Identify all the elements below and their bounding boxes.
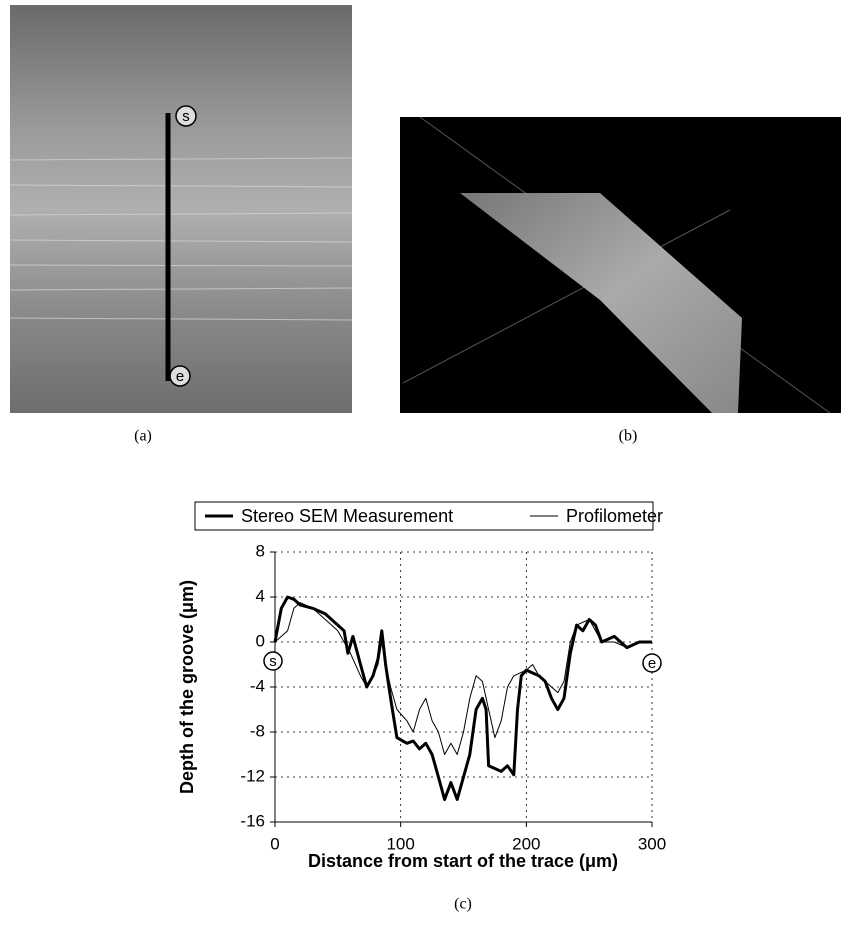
start-marker: s [182, 108, 190, 125]
y-tick-label: -12 [240, 766, 265, 785]
x-tick-label: 0 [270, 834, 279, 853]
panel-label: (a) [134, 428, 152, 445]
y-tick-label: -8 [250, 721, 265, 740]
end-marker: e [176, 368, 184, 385]
y-tick-label: 8 [256, 541, 265, 560]
y-tick-label: 4 [256, 586, 265, 605]
panel-label: (c) [454, 896, 472, 913]
legend-label: Stereo SEM Measurement [241, 506, 453, 526]
legend-label: Profilometer [566, 506, 663, 526]
series-line [275, 597, 652, 800]
y-axis-title: Depth of the groove (μm) [177, 580, 197, 794]
start-marker: s [269, 653, 277, 670]
y-tick-label: -4 [250, 676, 265, 695]
y-tick-label: 0 [256, 631, 265, 650]
sem-image: s e [10, 5, 352, 413]
legend: Stereo SEM Measurement Profilometer [205, 506, 663, 526]
end-marker: e [648, 655, 656, 672]
x-axis-title: Distance from start of the trace (μm) [308, 851, 618, 871]
figure: s e (a) (b) Stereo SEM Measurement Profil… [0, 0, 841, 936]
3d-surface-image [400, 117, 841, 413]
y-tick-label: -16 [240, 811, 265, 830]
panel-label: (b) [619, 428, 638, 445]
x-tick-label: 300 [638, 834, 666, 853]
